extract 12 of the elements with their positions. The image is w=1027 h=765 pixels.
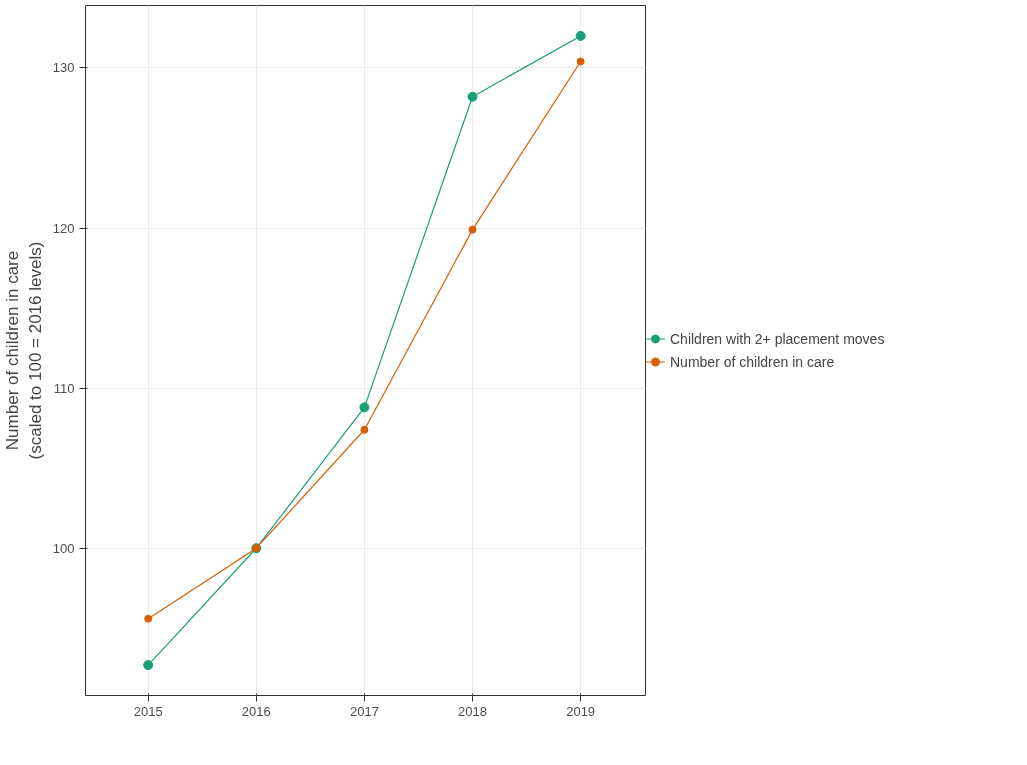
y-tick-label: 120 — [52, 220, 75, 236]
y-axis-title: Number of children in care (scaled to 100 = 2016 levels) — [3, 241, 45, 460]
x-tick-label: 2019 — [566, 703, 596, 719]
y-tick-label: 100 — [52, 540, 75, 556]
x-tick-label: 2016 — [241, 703, 271, 719]
legend-label: Children with 2+ placement moves — [670, 330, 885, 347]
x-tick-label: 2015 — [133, 703, 163, 719]
legend-label: Number of children in care — [670, 353, 835, 370]
x-tick-label: 2017 — [349, 703, 379, 719]
y-tick-label: 130 — [52, 60, 75, 76]
y-tick-label: 110 — [53, 380, 75, 396]
x-tick-label: 2018 — [458, 703, 487, 719]
